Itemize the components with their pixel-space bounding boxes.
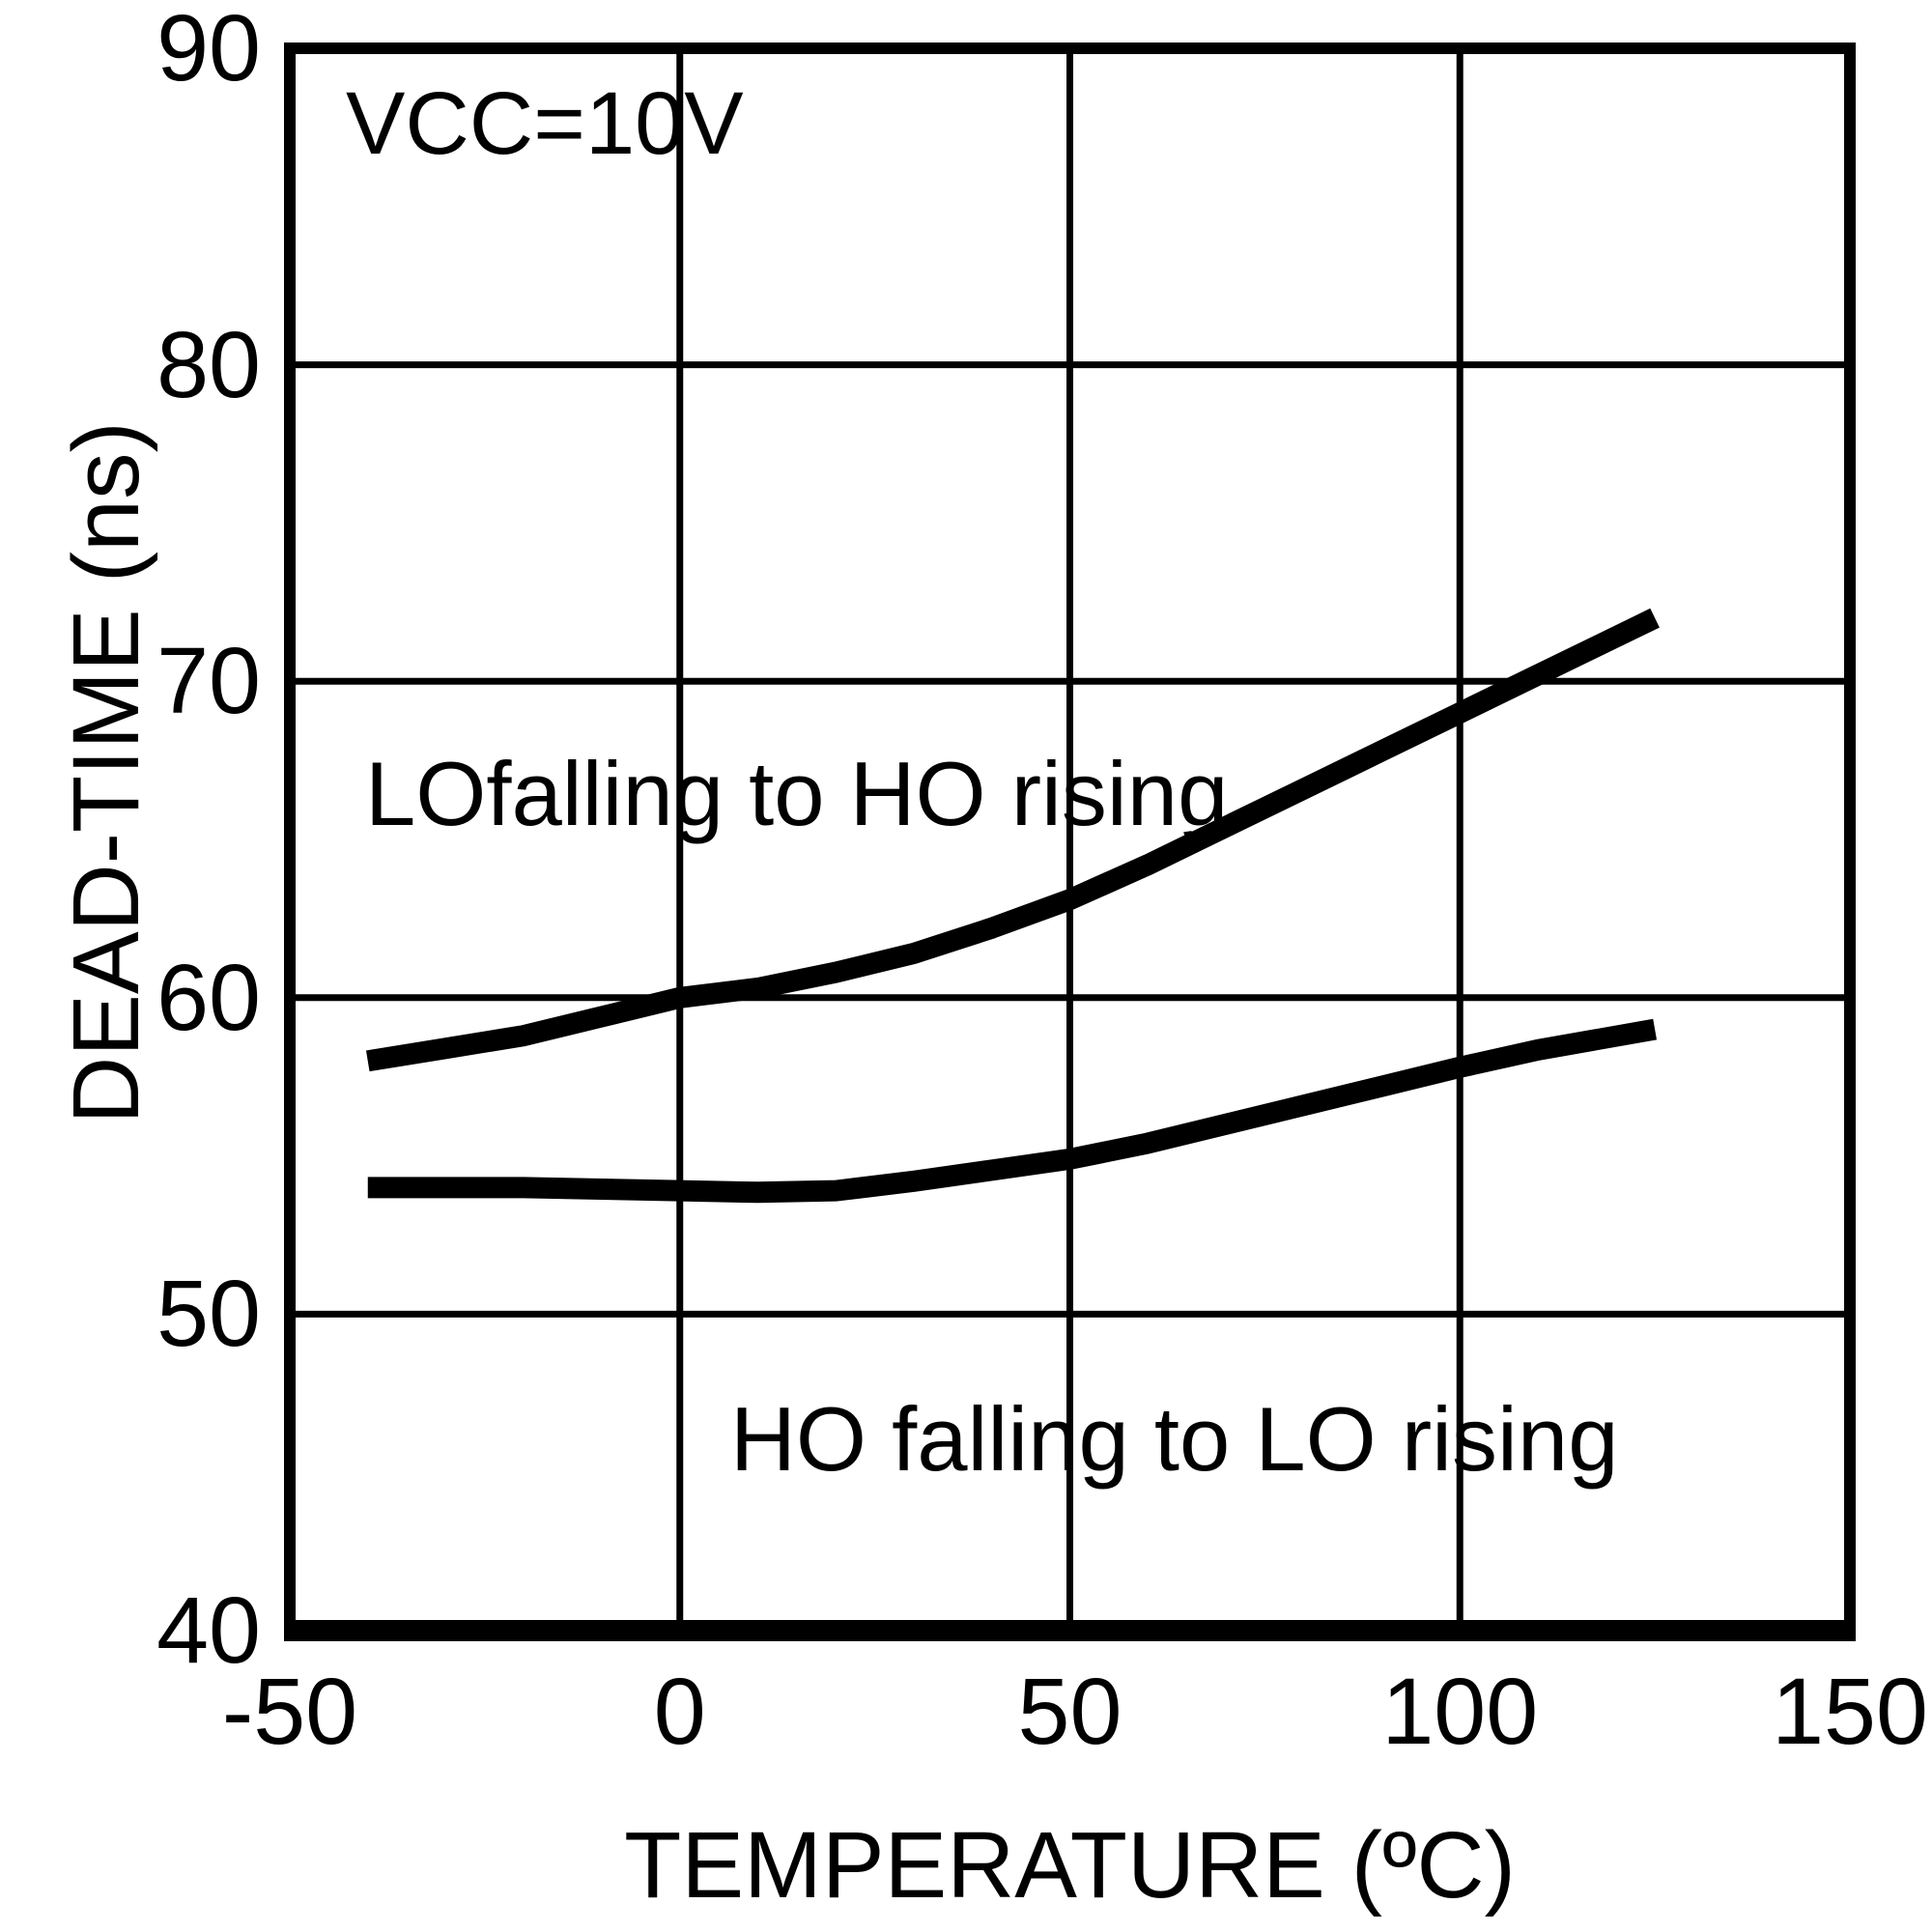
x-tick-label-100: 100: [1381, 1659, 1539, 1764]
y-tick-label-50: 50: [156, 1261, 261, 1367]
y-tick-label-80: 80: [156, 311, 261, 417]
x-tick-label--50: -50: [221, 1659, 358, 1764]
y-tick-label-90: 90: [156, 0, 261, 100]
x-tick-label-50: 50: [1017, 1659, 1122, 1764]
y-tick-label-60: 60: [156, 944, 261, 1050]
y-tick-label-40: 40: [156, 1577, 261, 1683]
vcc-annotation: VCC=10V: [346, 74, 744, 173]
x-tick-label-150: 150: [1772, 1659, 1928, 1764]
x-tick-label-0: 0: [653, 1659, 706, 1764]
series-label-lo-falling-to-ho-rising: LOfalling to HO rising: [365, 743, 1229, 844]
x-axis-title: TEMPERATURE (ºC): [624, 1812, 1516, 1918]
curve-lo-falling-to-ho-rising: [365, 608, 1660, 1072]
curve-ho-falling-to-lo-rising: [367, 1018, 1658, 1204]
y-tick-label-70: 70: [156, 628, 261, 734]
series-label-ho-falling-to-lo-rising: HO falling to LO rising: [730, 1388, 1619, 1490]
